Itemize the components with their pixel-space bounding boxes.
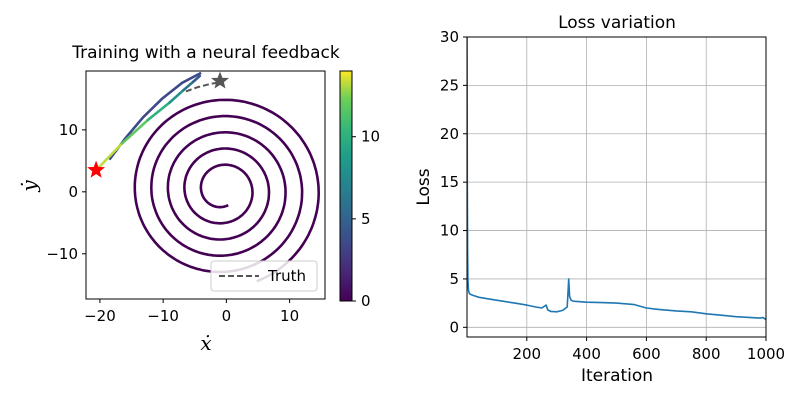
left-plot-content [87,71,321,283]
legend: Truth [210,260,318,292]
colorbar-gradient [339,70,353,302]
right-plot-content [467,37,766,321]
right-y-tick-label: 15 [440,173,459,191]
left-x-tick-label: 10 [280,307,299,325]
end-star-marker [211,71,230,89]
right-x-tick-label: 200 [512,345,541,363]
start-star-marker [87,160,106,178]
trajectory-tail-segment [120,118,150,145]
left-y-axis-label: ẏ [17,180,41,193]
trajectory-tail-segment [94,142,124,172]
right-axis-ticks: 200 400 600 800 1000 0 5 10 15 20 25 30 [440,28,785,363]
truth-line [185,81,221,93]
right-x-axis-label: Iteration [581,366,653,386]
trajectory-tail-segment [192,74,202,83]
legend-truth-label: Truth [267,267,306,285]
colorbar: 0 5 10 [339,70,380,310]
left-axis-ticks: −20 −10 0 10 −10 0 10 [46,121,299,325]
right-y-tick-label: 0 [449,318,459,336]
loss-line [467,37,766,321]
right-axes-frame [466,36,767,338]
loss-plot: Loss variation 200 400 600 800 1000051015202… [414,13,785,386]
trajectory-tail-segment [182,80,195,92]
right-y-tick-label: 20 [440,125,459,143]
spiral-trajectory-line [133,98,321,283]
right-x-tick-label: 1000 [747,345,785,363]
trajectory-tail-segment [168,88,185,104]
colorbar-tick-label: 5 [361,210,371,228]
right-y-tick-label: 5 [449,270,459,288]
left-y-tick-label: −10 [46,245,78,263]
right-y-tick-label: 25 [440,76,459,94]
left-y-tick-label: 10 [59,121,78,139]
colorbar-tick-label: 10 [361,128,380,146]
left-x-tick-label: −20 [84,307,116,325]
right-chart-title: Loss variation [558,13,676,33]
left-x-tick-label: −10 [147,307,179,325]
trajectory-tail-segment [146,101,171,122]
right-y-tick-label: 10 [440,222,459,240]
legend-box [210,260,318,292]
left-y-tick-label: 0 [68,183,78,201]
left-axes-frame [85,70,326,300]
right-x-tick-label: 400 [572,345,601,363]
right-y-tick-label: 30 [440,28,459,46]
right-grid [467,36,767,337]
right-y-axis-label: Loss [414,168,434,205]
left-x-axis-label: ẋ [200,331,211,355]
colorbar-tick-label: 0 [361,292,371,310]
left-chart-title: Training with a neural feedback [71,43,340,63]
trajectory-plot: Training with a neural feedback −20 −10 0 1… [17,43,340,355]
right-x-tick-label: 800 [692,345,721,363]
colorbar-ticks: 0 5 10 [352,128,380,310]
right-x-tick-label: 600 [632,345,661,363]
left-x-tick-label: 0 [222,307,232,325]
